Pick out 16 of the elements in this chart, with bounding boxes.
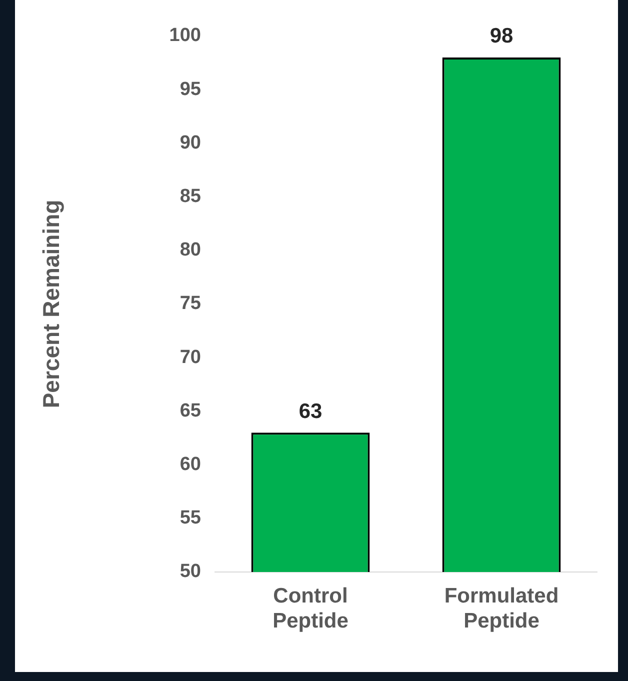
data-label: 63 bbox=[298, 400, 322, 423]
x-tick-label: Control Peptide bbox=[272, 584, 348, 633]
y-tick-label: 100 bbox=[169, 25, 201, 46]
y-tick-label: 95 bbox=[180, 78, 202, 100]
y-axis-title: Percent Remaining bbox=[38, 200, 64, 408]
y-tick-label: 70 bbox=[180, 346, 201, 368]
y-tick-label: 60 bbox=[180, 454, 201, 476]
data-label: 98 bbox=[490, 24, 514, 48]
y-tick-label: 80 bbox=[180, 240, 201, 261]
y-tick-label: 55 bbox=[180, 508, 202, 529]
y-tick-label: 50 bbox=[180, 561, 201, 582]
y-tick-label: 90 bbox=[180, 132, 201, 154]
y-tick-label: 75 bbox=[180, 293, 202, 314]
y-tick-label: 85 bbox=[180, 186, 202, 208]
y-tick-label: 65 bbox=[180, 400, 202, 422]
x-tick-label: Formulated Peptide bbox=[444, 584, 559, 633]
